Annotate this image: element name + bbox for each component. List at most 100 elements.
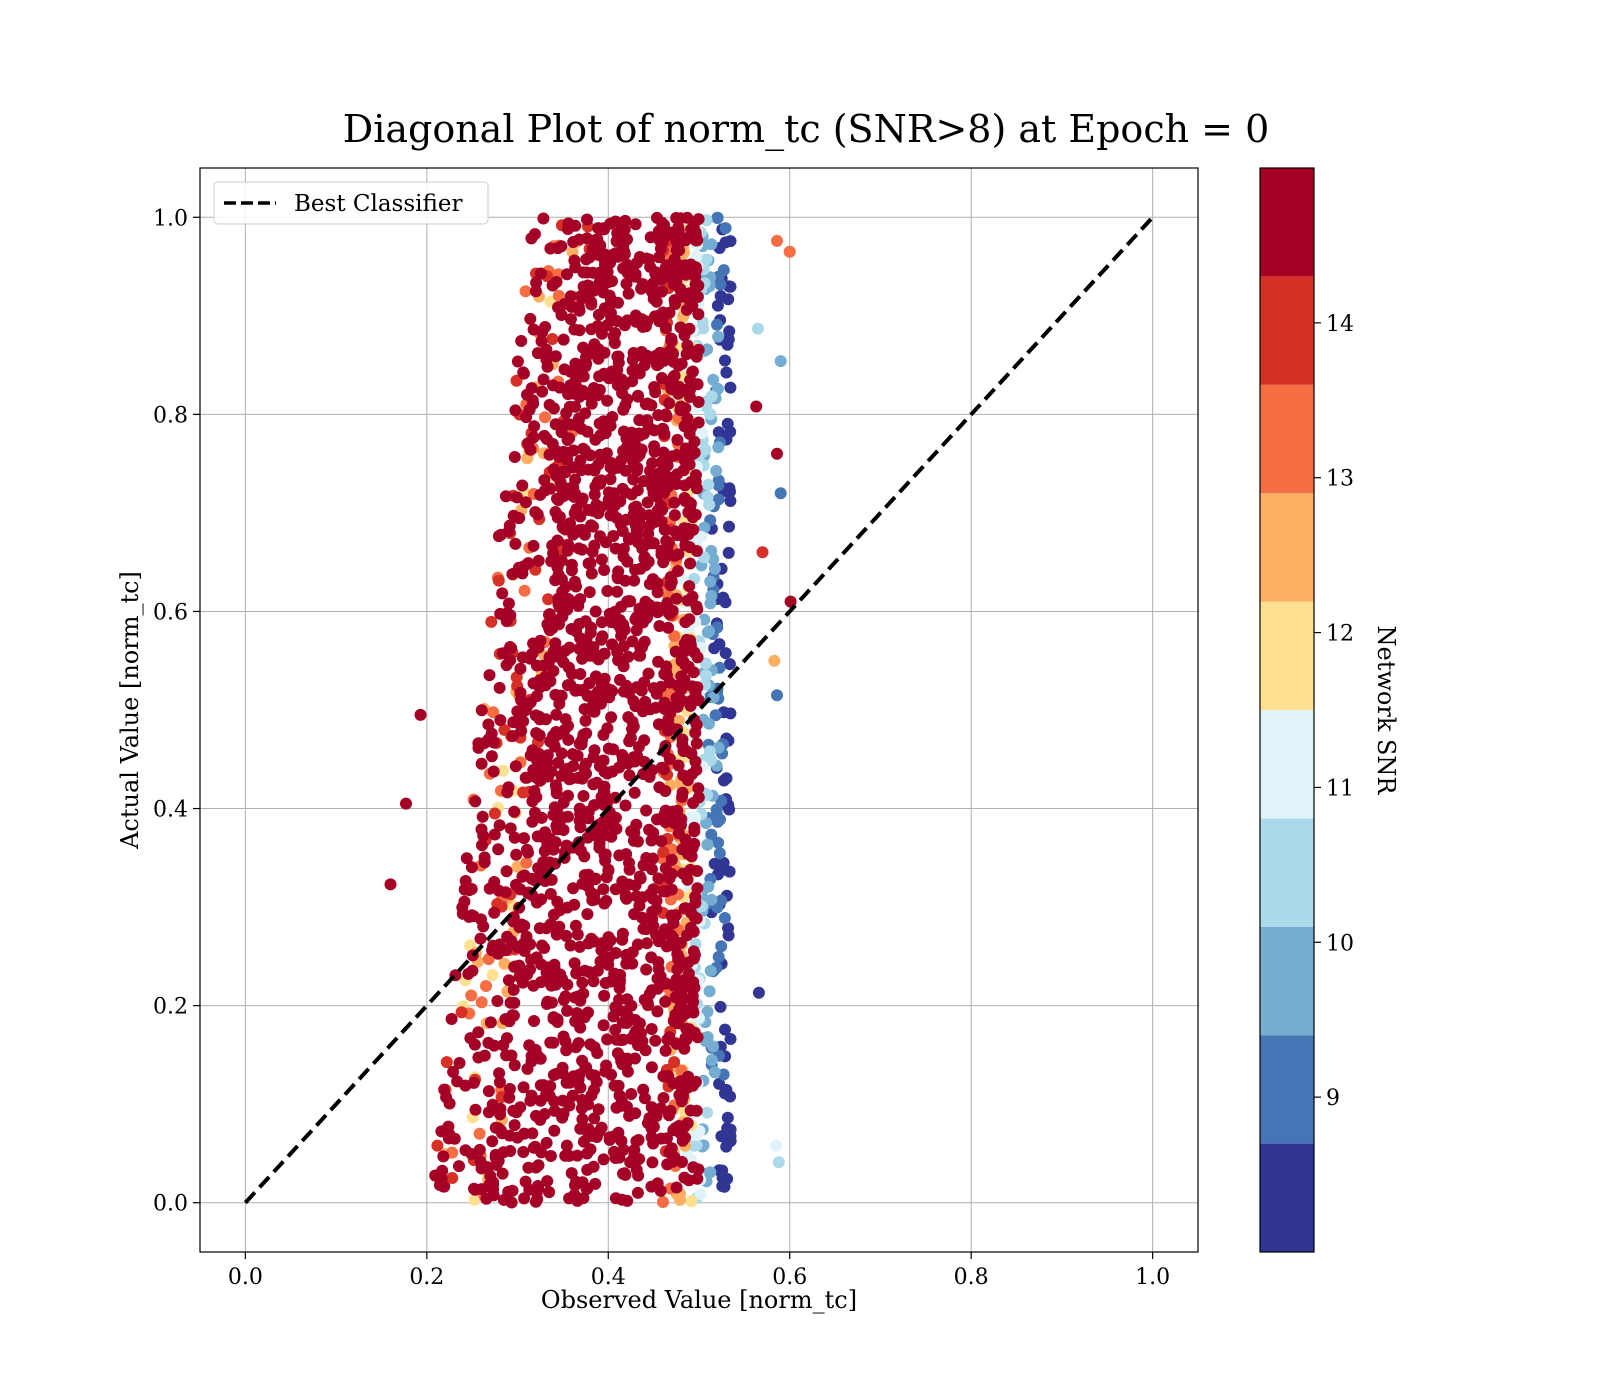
scatter-point — [529, 506, 542, 519]
scatter-point — [593, 1125, 606, 1138]
scatter-point — [679, 616, 692, 629]
scatter-point — [574, 844, 587, 857]
scatter-point — [644, 464, 656, 477]
scatter-point — [584, 557, 597, 570]
scatter-point — [619, 799, 632, 812]
scatter-point — [503, 1091, 516, 1104]
scatter-point — [598, 367, 610, 380]
scatter-point — [535, 1146, 548, 1159]
scatter-point — [511, 491, 523, 504]
scatter-point — [563, 1149, 576, 1162]
scatter-point — [587, 778, 600, 791]
scatter-point — [712, 950, 725, 963]
scatter-point — [548, 958, 561, 971]
scatter-point — [447, 1065, 460, 1078]
scatter-point — [568, 1188, 581, 1201]
scatter-point — [716, 1164, 729, 1177]
scatter-point — [562, 719, 574, 732]
scatter-point — [675, 286, 688, 299]
scatter-point — [681, 211, 694, 224]
scatter-point — [496, 587, 509, 600]
scatter-point — [609, 1192, 622, 1205]
scatter-point — [665, 853, 678, 866]
scatter-point — [714, 1000, 727, 1013]
scatter-point — [502, 781, 515, 794]
scatter-point — [646, 1156, 659, 1169]
scatter-point — [618, 319, 631, 332]
scatter-point — [561, 544, 574, 557]
scatter-point — [660, 977, 673, 990]
scatter-point — [674, 1127, 687, 1140]
scatter-point — [488, 906, 501, 919]
scatter-point — [631, 1028, 644, 1040]
scatter-point — [592, 222, 605, 235]
scatter-point — [598, 787, 611, 799]
scatter-point — [502, 525, 515, 538]
scatter-point — [642, 534, 655, 547]
scatter-point — [526, 648, 538, 660]
scatter-point — [532, 554, 545, 567]
scatter-point — [609, 1023, 622, 1036]
scatter-point — [621, 555, 634, 568]
scatter-point — [581, 908, 594, 921]
scatter-point — [469, 795, 482, 808]
scatter-point — [612, 296, 624, 309]
scatter-point — [589, 872, 602, 885]
scatter-point — [626, 375, 639, 388]
scatter-point — [634, 872, 647, 885]
scatter-point — [714, 813, 726, 826]
scatter-point — [649, 1034, 662, 1047]
scatter-point — [622, 532, 635, 545]
scatter-point — [620, 1100, 633, 1113]
scatter-point — [624, 595, 637, 608]
scatter-point — [607, 508, 620, 521]
scatter-point — [721, 1111, 734, 1124]
scatter-point — [685, 223, 698, 236]
scatter-point — [645, 951, 658, 964]
scatter-point — [577, 361, 589, 374]
scatter-point — [473, 1143, 486, 1156]
y-tick-label: 0.6 — [153, 600, 188, 625]
scatter-point — [692, 308, 705, 321]
scatter-point — [465, 909, 478, 922]
scatter-point — [513, 512, 526, 525]
scatter-point — [575, 422, 588, 435]
scatter-point — [705, 1054, 718, 1067]
scatter-point — [691, 1172, 704, 1185]
scatter-point — [691, 882, 704, 895]
scatter-point — [657, 846, 670, 859]
scatter-point — [670, 1181, 683, 1194]
scatter-point — [550, 708, 563, 721]
scatter-point — [655, 835, 668, 848]
scatter-point — [683, 580, 696, 593]
scatter-point — [516, 976, 529, 989]
scatter-point — [670, 244, 683, 256]
scatter-point — [565, 623, 578, 635]
scatter-point — [556, 1061, 569, 1074]
scatter-point — [629, 1014, 642, 1026]
scatter-point — [647, 883, 660, 896]
colorbar-segment — [1260, 276, 1314, 385]
scatter-point — [585, 567, 598, 580]
scatter-point — [686, 511, 699, 524]
scatter-point — [572, 1008, 585, 1020]
scatter-point — [483, 1178, 496, 1191]
scatter-point — [670, 973, 683, 986]
scatter-point — [442, 1132, 455, 1145]
scatter-point — [574, 668, 587, 680]
scatter-point — [675, 1095, 688, 1108]
scatter-point — [619, 891, 632, 904]
scatter-point — [683, 263, 696, 276]
scatter-point — [774, 355, 787, 368]
scatter-point — [539, 828, 552, 841]
scatter-point — [638, 734, 651, 747]
scatter-point — [724, 381, 737, 394]
scatter-point — [592, 388, 605, 401]
scatter-point — [491, 995, 504, 1007]
scatter-point — [715, 894, 728, 907]
scatter-point — [699, 657, 712, 670]
scatter-point — [674, 1193, 686, 1206]
scatter-point — [609, 947, 622, 959]
scatter-point — [564, 365, 577, 378]
scatter-point — [565, 564, 578, 577]
